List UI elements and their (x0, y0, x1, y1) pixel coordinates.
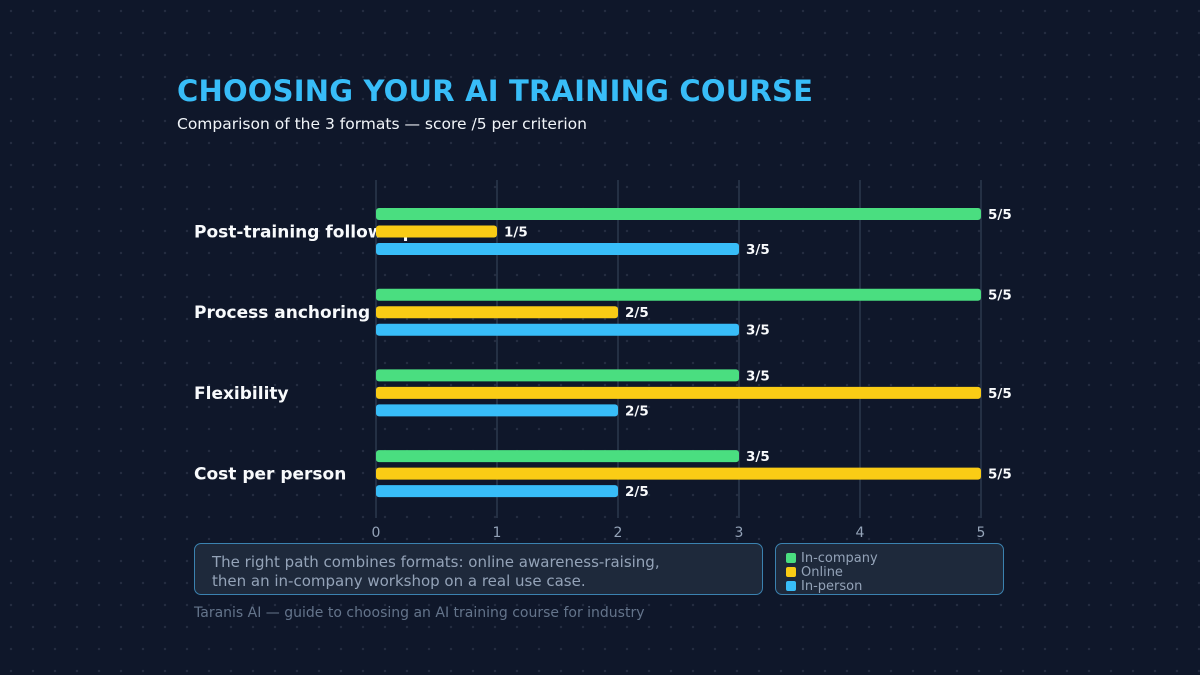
value-label-in-company-flexibility: 3/5 (746, 368, 770, 384)
value-label-online-cost-per-person: 5/5 (988, 467, 1012, 483)
x-tick-label: 3 (735, 525, 744, 541)
note-box: The right path combines formats: online … (194, 543, 763, 595)
bar-in-company-flexibility (376, 369, 739, 382)
value-label-in-person-post-training-follow-up: 3/5 (746, 242, 770, 258)
value-label-in-person-flexibility: 2/5 (625, 403, 649, 419)
legend: In-company Online In-person (775, 543, 1004, 595)
legend-swatch-in-company (786, 553, 796, 563)
x-axis-ticks: 0 1 2 3 4 5 (372, 525, 986, 541)
bar-in-person-process-anchoring (376, 323, 739, 336)
category-label-cost-per-person: Cost per person (194, 465, 346, 485)
value-label-in-company-post-training-follow-up: 5/5 (988, 207, 1012, 223)
x-tick-label: 5 (977, 525, 986, 541)
category-label-flexibility: Flexibility (194, 384, 289, 404)
footer-source: Taranis AI — guide to choosing an AI tra… (194, 605, 645, 621)
bar-in-company-process-anchoring (376, 288, 981, 301)
note-line-1: The right path combines formats: online … (212, 553, 660, 571)
category-label-post-training-follow-up: Post-training follow-up (194, 223, 415, 243)
legend-label-online: Online (801, 564, 843, 580)
value-label-in-person-cost-per-person: 2/5 (625, 484, 649, 500)
bar-in-person-cost-per-person (376, 485, 618, 498)
bar-in-company-post-training-follow-up (376, 208, 981, 220)
chart-title: CHOOSING YOUR AI TRAINING COURSE (177, 74, 814, 108)
note-line-2: then an in-company workshop on a real us… (212, 572, 586, 590)
x-tick-label: 2 (614, 525, 623, 541)
value-label-in-company-cost-per-person: 3/5 (746, 449, 770, 465)
bar-online-cost-per-person (376, 467, 981, 480)
legend-swatch-in-person (786, 581, 796, 591)
value-label-in-person-process-anchoring: 3/5 (746, 323, 770, 339)
value-label-in-company-process-anchoring: 5/5 (988, 288, 1012, 304)
bar-in-company-cost-per-person (376, 450, 739, 463)
value-labels: 5/5 5/5 3/5 3/5 1/5 2/5 5/5 5/5 3/5 3/5 2/5 2/5 (504, 207, 1012, 500)
legend-swatch-online (786, 567, 796, 577)
value-label-online-post-training-follow-up: 1/5 (504, 225, 528, 241)
x-tick-label: 4 (856, 525, 865, 541)
legend-label-in-person: In-person (801, 578, 863, 594)
value-label-online-flexibility: 5/5 (988, 386, 1012, 402)
bar-in-person-flexibility (376, 404, 618, 417)
category-label-process-anchoring: Process anchoring (194, 303, 370, 323)
bar-in-person-post-training-follow-up (376, 243, 739, 255)
bar-online-flexibility (376, 386, 981, 399)
legend-item-in-person: In-person (786, 578, 993, 594)
chart-subtitle: Comparison of the 3 formats — score /5 p… (177, 115, 587, 133)
x-tick-label: 0 (372, 525, 381, 541)
category-labels: Post-training follow-up Process anchoring… (194, 223, 415, 485)
legend-item-in-company: In-company (786, 550, 993, 566)
bars (376, 208, 981, 498)
bar-online-process-anchoring (376, 306, 618, 319)
value-label-online-process-anchoring: 2/5 (625, 305, 649, 321)
x-tick-label: 1 (493, 525, 502, 541)
legend-item-online: Online (786, 564, 993, 580)
bar-online-post-training-follow-up (376, 225, 497, 238)
legend-label-in-company: In-company (801, 550, 878, 566)
